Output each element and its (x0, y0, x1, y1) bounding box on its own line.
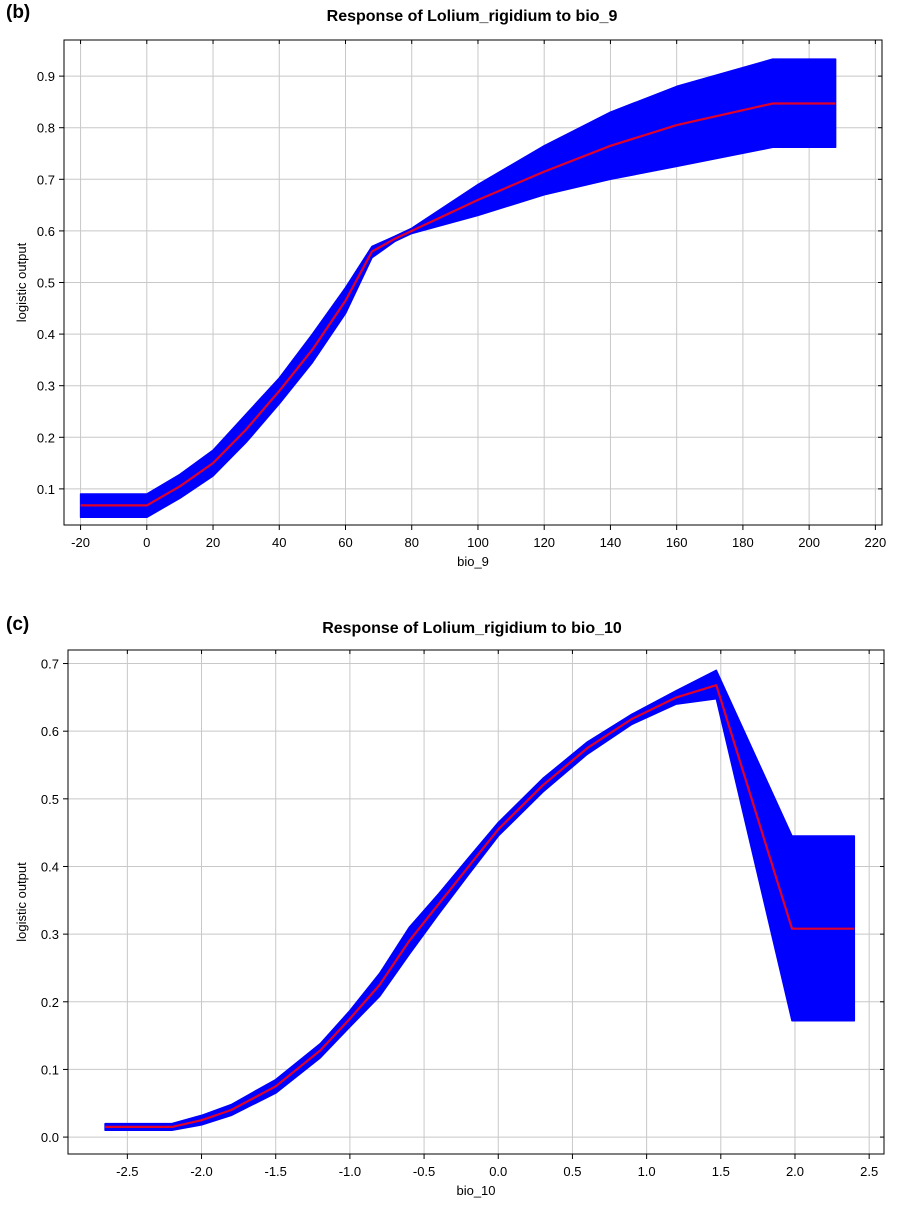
x-axis-label: bio_10 (456, 1183, 495, 1198)
y-tick-label: 0.5 (41, 792, 59, 807)
y-tick-label: 0.6 (37, 224, 55, 239)
x-tick-label: 20 (206, 535, 220, 550)
x-tick-label: -2.0 (190, 1164, 212, 1179)
y-axis-label: logistic output (14, 242, 29, 322)
x-tick-label: 0.5 (563, 1164, 581, 1179)
x-tick-label: 160 (666, 535, 688, 550)
y-axis-label: logistic output (14, 862, 29, 942)
x-tick-label: 0.0 (489, 1164, 507, 1179)
plot-area (68, 650, 884, 1154)
x-tick-label: 100 (467, 535, 489, 550)
x-tick-label: 120 (533, 535, 555, 550)
x-tick-label: -2.5 (116, 1164, 138, 1179)
x-tick-label: -1.5 (265, 1164, 287, 1179)
confidence-band (104, 669, 856, 1132)
x-tick-label: 140 (600, 535, 622, 550)
chart-title: Response of Lolium_rigidium to bio_10 (322, 620, 622, 637)
chart-panel-bio9: (b) Response of Lolium_rigidium to bio_9… (0, 0, 898, 600)
y-tick-label: 0.6 (41, 724, 59, 739)
x-tick-label: 220 (865, 535, 887, 550)
x-tick-label: 2.0 (786, 1164, 804, 1179)
x-tick-label: -20 (71, 535, 90, 550)
x-tick-label: 60 (338, 535, 352, 550)
panel-label: (b) (6, 2, 31, 23)
y-tick-label: 0.3 (41, 927, 59, 942)
chart-panel-bio10: (c) Response of Lolium_rigidium to bio_1… (0, 612, 898, 1216)
y-tick-label: 0.4 (41, 859, 59, 874)
x-tick-label: 1.5 (712, 1164, 730, 1179)
y-tick-label: 0.1 (41, 1062, 59, 1077)
y-tick-label: 0.9 (37, 69, 55, 84)
x-tick-label: 2.5 (860, 1164, 878, 1179)
y-tick-label: 0.2 (37, 430, 55, 445)
mean-response-line (105, 684, 855, 1129)
x-tick-label: -0.5 (413, 1164, 435, 1179)
x-tick-label: 0 (143, 535, 150, 550)
y-tick-label: 0.1 (37, 482, 55, 497)
plot-frame (67, 649, 885, 1155)
y-tick-label: 0.2 (41, 995, 59, 1010)
y-tick-label: 0.3 (37, 379, 55, 394)
x-tick-label: 1.0 (638, 1164, 656, 1179)
mean-response-line (80, 102, 836, 507)
y-tick-label: 0.7 (41, 657, 59, 672)
x-tick-label: 180 (732, 535, 754, 550)
x-tick-label: 80 (404, 535, 418, 550)
chart-svg: -2.5 -2.0 -1.5 -1.0 -0.5 0.0 0.5 1.0 1.5 2.0 2.5 0.… (14, 649, 885, 1198)
y-tick-label: 0.7 (37, 172, 55, 187)
panel-label: (c) (6, 614, 30, 635)
chart-title: Response of Lolium_rigidium to bio_9 (326, 8, 618, 25)
y-tick-label: 0.0 (41, 1130, 59, 1145)
chart-svg: -20 0 20 40 60 80 100 120 140 160 180 200 220 0.1 0.2 0… (14, 39, 887, 569)
y-tick-label: 0.8 (37, 121, 55, 136)
x-tick-label: 200 (798, 535, 820, 550)
x-tick-label: -1.0 (339, 1164, 361, 1179)
x-tick-label: 40 (272, 535, 286, 550)
y-tick-label: 0.5 (37, 276, 55, 291)
y-tick-label: 0.4 (37, 327, 55, 342)
x-axis-label: bio_9 (457, 554, 489, 569)
